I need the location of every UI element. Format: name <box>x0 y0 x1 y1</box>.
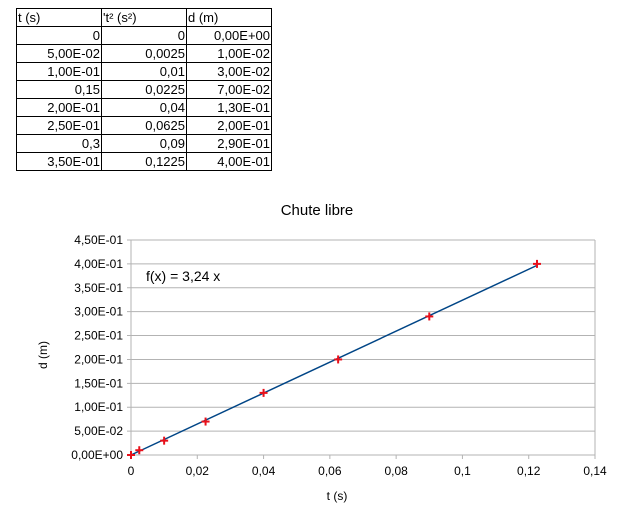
y-tick-label: 3,50E-01 <box>74 281 123 295</box>
cell-d[interactable]: 1,30E-01 <box>186 98 272 117</box>
table-row: 2,50E-01 0,0625 2,00E-01 <box>16 116 272 135</box>
trendline-equation: f(x) = 3,24 x <box>146 268 220 284</box>
y-tick-label: 2,50E-01 <box>74 329 123 343</box>
y-tick-label: 4,00E-01 <box>74 257 123 271</box>
x-tick-label: 0,14 <box>583 464 607 478</box>
table-row: 3,50E-01 0,1225 4,00E-01 <box>16 152 272 171</box>
cell-d[interactable]: 2,90E-01 <box>186 134 272 153</box>
data-point <box>425 312 434 321</box>
table-row: 0,15 0,0225 7,00E-02 <box>16 80 272 99</box>
cell-d[interactable]: 7,00E-02 <box>186 80 272 99</box>
x-tick-label: 0,12 <box>517 464 541 478</box>
data-table: t (s) 't² (s²) d (m) 0 0 0,00E+00 5,00E-… <box>16 8 272 171</box>
y-tick-label: 2,00E-01 <box>74 352 123 366</box>
trendline <box>130 264 538 456</box>
y-tick-label: 5,00E-02 <box>74 424 123 438</box>
data-point <box>533 259 541 268</box>
x-tick-labels: 0 0,02 0,04 0,06 0,08 0,1 0,12 0,14 <box>128 464 607 478</box>
data-point <box>334 355 343 364</box>
cell-d[interactable]: 1,00E-02 <box>186 44 272 63</box>
x-tick-label: 0,02 <box>186 464 210 478</box>
cell-t[interactable]: 3,50E-01 <box>16 152 102 171</box>
data-point <box>127 451 135 459</box>
chart-title: Chute libre <box>281 202 354 219</box>
data-point <box>160 436 169 445</box>
data-point <box>135 446 144 455</box>
table-row: 0,3 0,09 2,90E-01 <box>16 134 272 153</box>
y-tick-label: 0,00E+00 <box>71 448 123 462</box>
y-axis-label: d (m) <box>36 341 50 369</box>
y-tick-label: 1,50E-01 <box>74 376 123 390</box>
table-row: 0 0 0,00E+00 <box>16 26 272 45</box>
y-tick-label: 3,00E-01 <box>74 305 123 319</box>
x-axis-label: t (s) <box>327 489 348 503</box>
cell-t-squared[interactable]: 0,1225 <box>101 152 187 171</box>
x-tick-label: 0,1 <box>454 464 471 478</box>
cell-t[interactable]: 1,00E-01 <box>16 62 102 81</box>
y-tick-label: 4,50E-01 <box>74 233 123 247</box>
cell-d[interactable]: 4,00E-01 <box>186 152 272 171</box>
data-point <box>201 417 210 426</box>
data-point <box>259 388 268 397</box>
x-tick-label: 0,04 <box>252 464 276 478</box>
data-points <box>127 259 541 459</box>
cell-t-squared[interactable]: 0,09 <box>101 134 187 153</box>
y-tick-labels: 0,00E+00 5,00E-02 1,00E-01 1,50E-01 2,00E-01… <box>71 233 123 462</box>
trendline-group <box>130 264 538 456</box>
grid-lines <box>127 239 596 459</box>
y-tick-label: 1,00E-01 <box>74 400 123 414</box>
x-tick-label: 0,06 <box>318 464 342 478</box>
x-tick-label: 0 <box>128 464 135 478</box>
cell-d[interactable]: 2,00E-01 <box>186 116 272 135</box>
x-tick-label: 0,08 <box>384 464 408 478</box>
